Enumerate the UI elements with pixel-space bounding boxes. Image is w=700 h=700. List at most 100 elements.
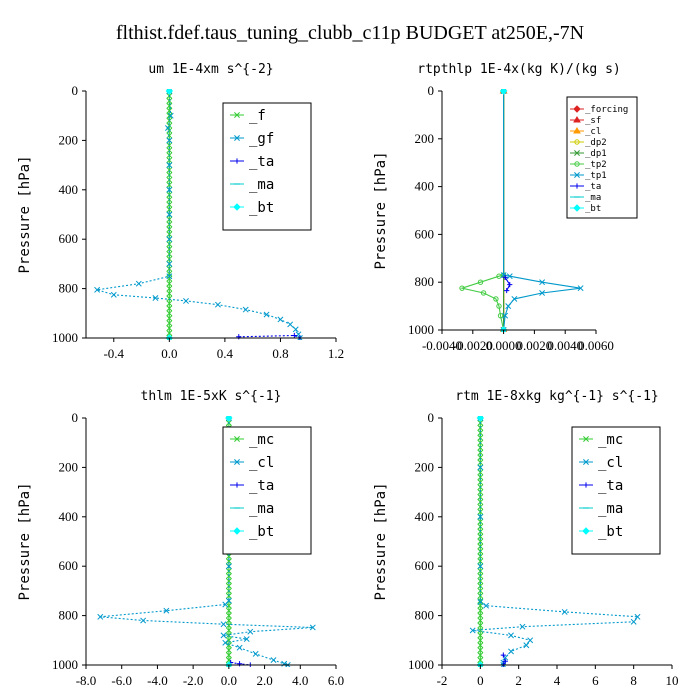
x-tick-label: 0.0 [161,346,177,361]
data-point-f [166,112,173,119]
legend-entry: _dp1 [585,149,607,159]
data-point-gf [166,186,173,193]
y-axis-label: Pressure [hPa] [373,151,389,269]
legend-marker [574,172,580,178]
legend-entry: _ma [249,177,274,193]
series-group [469,416,641,667]
legend-marker [583,436,589,442]
data-point-gf [167,112,174,119]
legend-entry: _bt [249,524,274,540]
data-point-f [166,231,173,238]
data-point-ta [504,287,510,294]
data-point-cl [508,648,514,655]
data-point-mc [477,499,484,505]
data-point-mc [477,434,484,441]
x-tick-label: 0.0040 [547,338,583,353]
y-axis-label: Pressure [hPa] [17,155,33,273]
data-point-mc [477,494,484,500]
data-point-f [166,270,173,277]
x-tick-label: -8.0 [76,673,97,688]
data-point-mc [477,632,484,639]
data-point-mc [477,647,484,654]
data-point-gf [242,306,249,313]
data-point-cl [252,650,259,657]
data-point-f [166,167,173,173]
data-point-f [166,305,173,312]
data-point-bt [225,416,233,422]
legend-marker [574,183,580,189]
y-tick-label: 1000 [408,657,434,672]
data-point-gf [166,137,173,144]
x-tick-label: 8 [630,673,637,688]
panel-title: thlm 1E-5xK s^{-1} [141,389,282,404]
data-point-mc [225,622,232,629]
legend-marker [234,135,240,141]
data-point-mc [477,642,484,649]
x-tick-label: 6.0 [328,673,344,688]
x-tick-label: -0.0020 [453,338,493,353]
x-tick-label: 0.0 [221,673,237,688]
x-tick-label: 6 [592,673,599,688]
data-point-tp2 [480,290,487,296]
series-group [459,89,584,332]
legend-entry: _f [249,108,266,124]
legend: _f _gf _ta _ma _bt [222,102,312,231]
legend-entry: _ma [585,193,601,203]
legend-entry: _tp2 [585,160,607,170]
data-point-mc [225,573,232,580]
x-tick-label: 0.4 [217,346,234,361]
x-tick-label: 0.0020 [517,338,553,353]
data-point-tp1 [539,290,546,296]
series-line-tp1 [503,91,581,331]
data-point-mc [477,449,484,456]
series-line-ta [502,654,506,666]
data-point-mc [477,622,484,629]
data-point-mc [225,578,232,584]
data-point-f [166,132,173,139]
y-axis-label: Pressure [hPa] [373,482,389,600]
legend-marker [233,203,241,211]
series-line-ta [504,277,511,291]
data-point-mc [477,533,484,540]
y-tick-label: 0 [428,410,435,425]
legend-entry: _mc [249,432,274,448]
y-tick-label: 0 [72,410,79,425]
panel-title: rtpthlp 1E-4x(kg K)/(kg s) [417,62,621,77]
legend-marker [573,127,581,134]
data-point-tp1 [502,312,509,319]
data-point-f [166,300,173,307]
data-point-ta [236,334,242,340]
data-point-ta [236,661,243,667]
legend-entry: _ta [249,478,274,494]
legend-marker [234,482,240,488]
data-point-f [166,295,173,302]
data-point-gf [292,326,299,333]
data-point-mc [477,474,484,481]
x-tick-label: 4 [554,673,561,688]
data-point-mc [477,627,484,634]
data-point-mc [477,578,484,584]
legend-entry: _mc [598,432,623,448]
data-point-ta [507,281,513,288]
data-point-cl [469,627,476,634]
data-point-cl [247,628,254,635]
x-tick-label: -0.4 [103,346,124,361]
data-point-f [166,142,173,149]
legend-marker [573,116,581,123]
y-tick-label: 600 [415,226,435,241]
data-point-f [166,315,173,322]
data-point-cl [508,632,514,639]
legend-marker [234,436,240,442]
y-tick-label: 800 [59,608,79,623]
data-point-mc [225,607,232,614]
x-tick-label: 4.0 [292,673,308,688]
data-point-mc [477,652,484,659]
data-point-cl [163,607,170,614]
data-point-f [166,265,173,272]
data-point-cl [630,618,637,625]
data-point-cl [220,621,227,628]
legend: _mc _cl _ta _ma _bt [222,426,312,555]
series-line-gf [96,90,301,339]
data-point-f [166,251,173,257]
data-point-mc [477,583,484,589]
